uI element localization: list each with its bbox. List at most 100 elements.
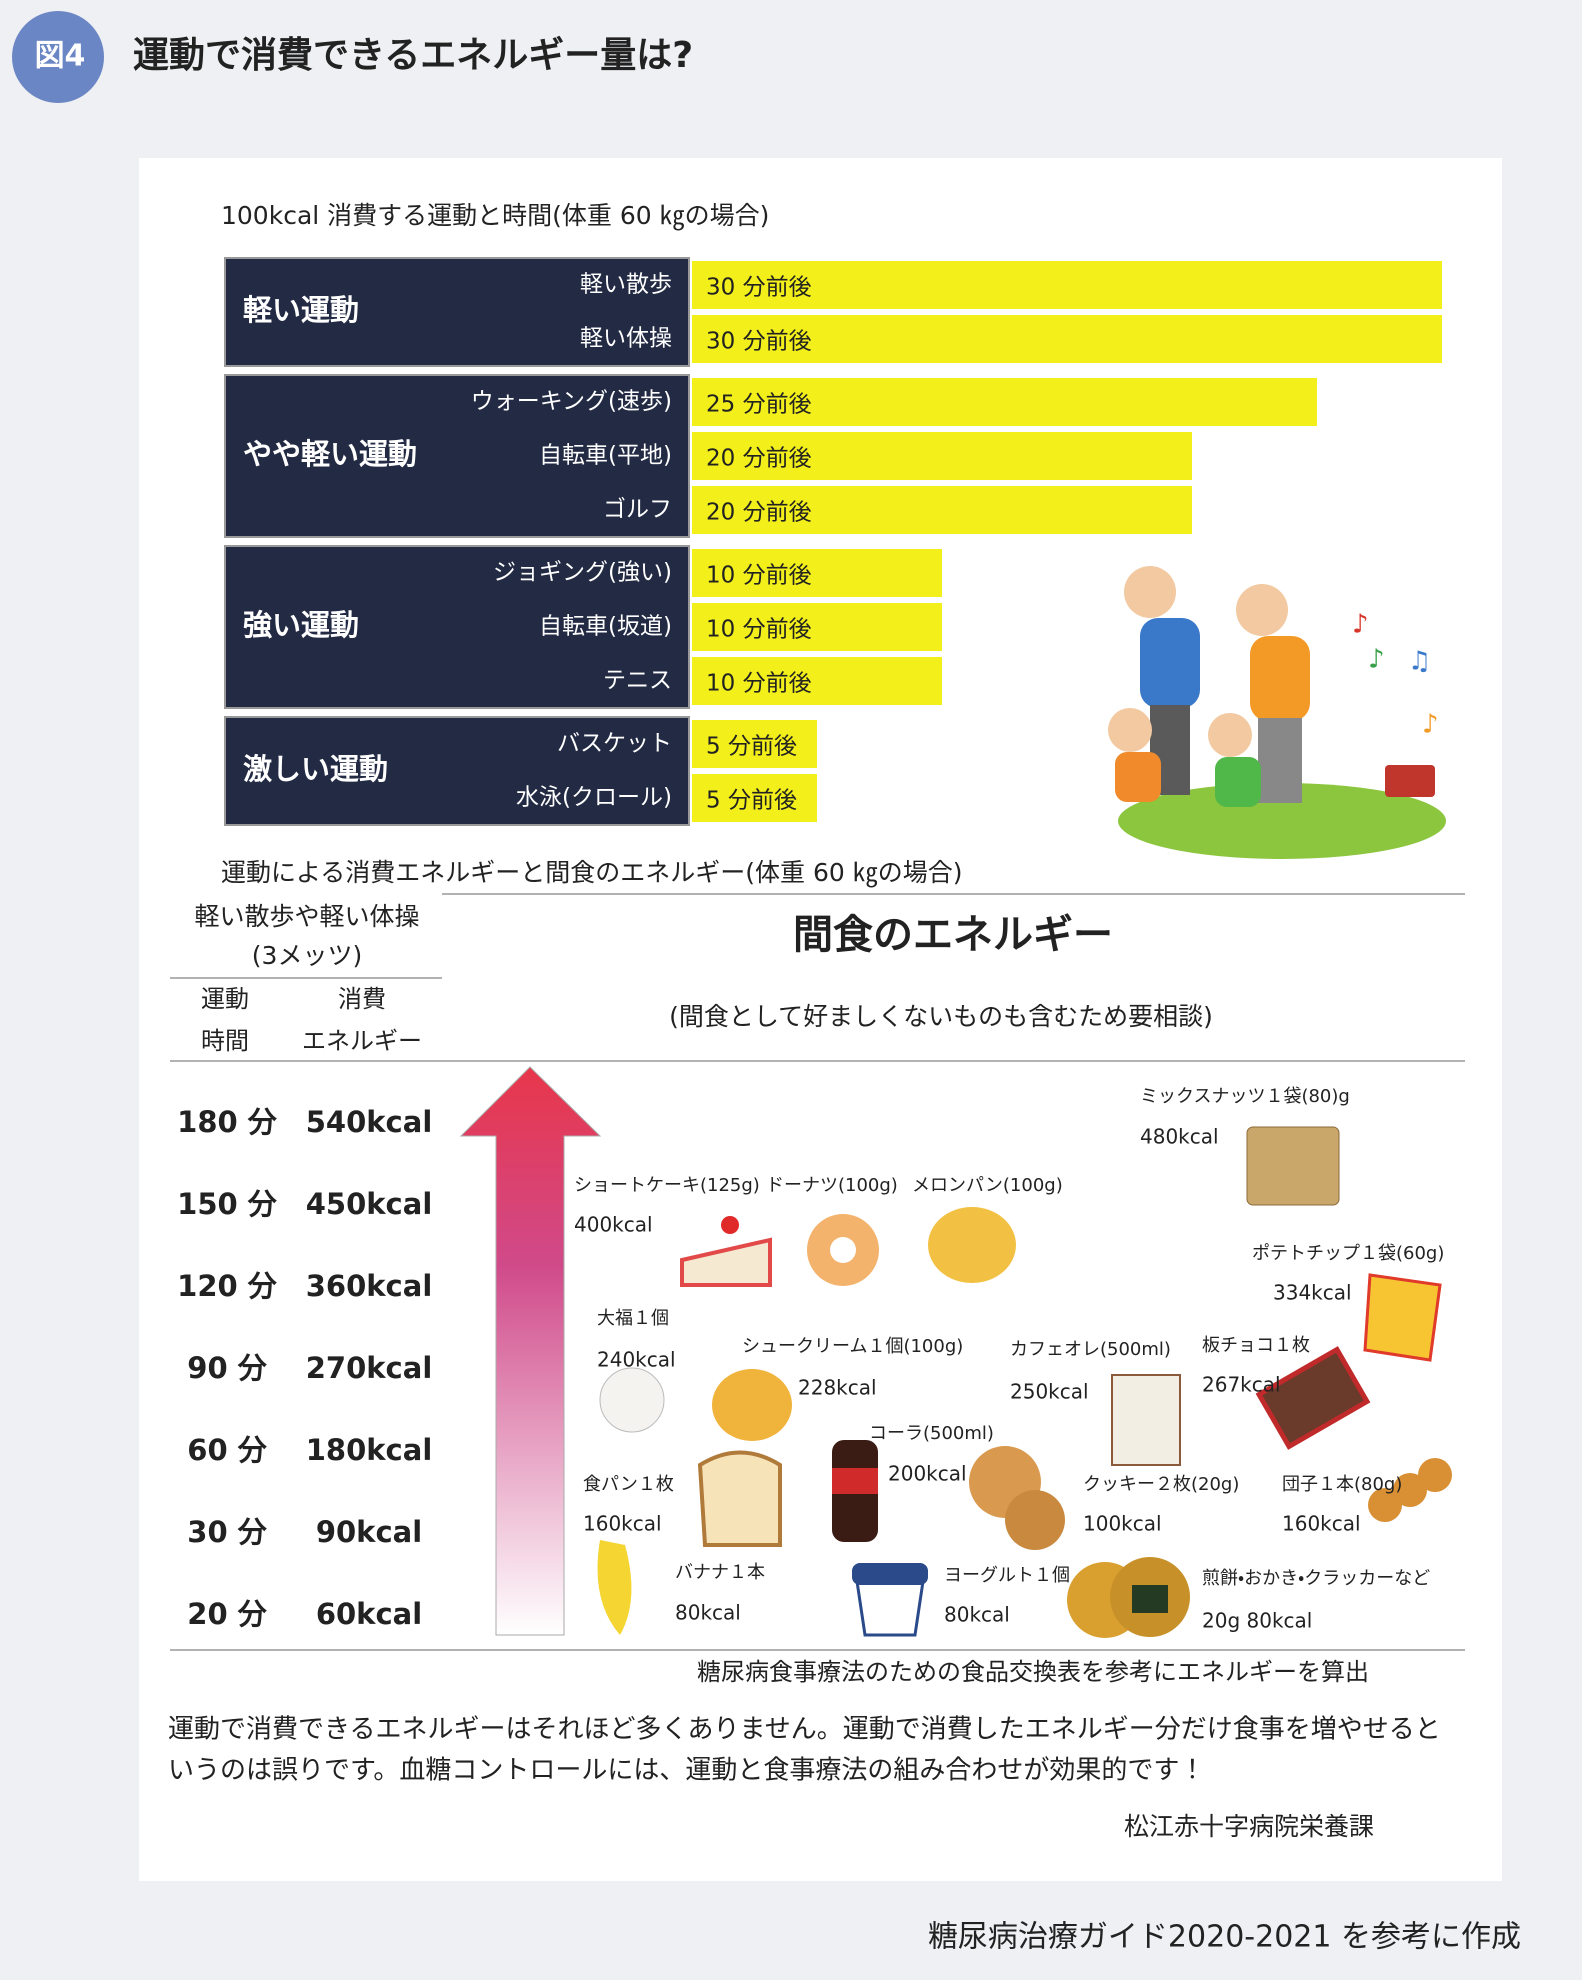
kcal-cell: 540kcal bbox=[306, 1105, 433, 1139]
group-label: 軽い運動 bbox=[243, 293, 359, 327]
snack-name: ヨーグルト１個 bbox=[944, 1565, 1070, 1586]
snack-kcal: 100kcal bbox=[1083, 1512, 1162, 1536]
bar-label: 5 分前後 bbox=[706, 788, 797, 814]
exercise-name: 軽い散歩 bbox=[580, 272, 672, 298]
kcal-cell: 360kcal bbox=[306, 1269, 433, 1303]
snack-name: ミックスナッツ１袋(80)g bbox=[1140, 1086, 1350, 1107]
bar-label: 10 分前後 bbox=[706, 617, 812, 643]
note: 糖尿病食事療法のための食品交換表を参考にエネルギーを算出 bbox=[697, 1658, 1369, 1686]
snack-name: コーラ(500ml) bbox=[869, 1423, 994, 1444]
snack-name: 煎餅・おかき・クラッカーなど bbox=[1202, 1568, 1430, 1589]
bar-label: 25 分前後 bbox=[706, 392, 812, 418]
snack-name: ショートケーキ(125g) bbox=[574, 1175, 760, 1196]
paragraph-line: いうのは誤りです。血糖コントロールには、運動と食事療法の組み合わせが効果的です！ bbox=[168, 1756, 1205, 1786]
snack-name: 食パン１枚 bbox=[583, 1474, 674, 1495]
snacks: ミックスナッツ１袋(80)g 480kcal ショートケーキ(125g) 400… bbox=[574, 1086, 1444, 1633]
group-label: 強い運動 bbox=[243, 608, 359, 642]
snack-kcal: 160kcal bbox=[583, 1512, 662, 1536]
energy-arrow bbox=[459, 1066, 602, 1636]
bar bbox=[692, 261, 1442, 309]
kcal-cell: 270kcal bbox=[306, 1351, 433, 1385]
snack-pictures bbox=[597, 1126, 1452, 1638]
snack-kcal: 334kcal bbox=[1273, 1281, 1352, 1305]
snack-kcal: 20g 80kcal bbox=[1202, 1609, 1312, 1633]
group-block bbox=[224, 545, 690, 709]
snack-name: ドーナツ(100g) bbox=[766, 1175, 898, 1196]
snack-kcal: 160kcal bbox=[1282, 1512, 1361, 1536]
exercise-name: 水泳(クロール) bbox=[516, 785, 672, 811]
snack-name: バナナ１本 bbox=[675, 1562, 765, 1583]
snack-kcal: 80kcal bbox=[675, 1601, 741, 1625]
bar-label: 30 分前後 bbox=[706, 275, 812, 301]
svg-text:♪: ♪ bbox=[1352, 610, 1369, 640]
time-cell: 120 分 bbox=[177, 1269, 278, 1303]
svg-text:♪: ♪ bbox=[1422, 710, 1439, 740]
group-block bbox=[224, 257, 690, 367]
paragraph-line: 運動で消費できるエネルギーはそれほど多くありません。運動で消費したエネルギー分だ… bbox=[168, 1715, 1441, 1745]
snack-kcal: 228kcal bbox=[798, 1376, 877, 1400]
title: 運動で消費できるエネルギー量は? bbox=[133, 35, 693, 76]
snack-kcal: 80kcal bbox=[944, 1603, 1010, 1627]
exercise-name: ジョギング(強い) bbox=[493, 560, 672, 586]
snack-kcal: 480kcal bbox=[1140, 1125, 1219, 1149]
bar bbox=[692, 486, 1192, 534]
snack-kcal: 267kcal bbox=[1202, 1373, 1281, 1397]
snack-kcal: 240kcal bbox=[597, 1348, 676, 1372]
time-cell: 30 分 bbox=[187, 1515, 267, 1549]
time-cell: 60 分 bbox=[187, 1433, 267, 1467]
bar bbox=[692, 657, 942, 705]
bar-label: 20 分前後 bbox=[706, 446, 812, 472]
col-header: エネルギー bbox=[302, 1027, 422, 1055]
family-illustration: ♪ ♪ ♫ ♪ bbox=[1108, 566, 1446, 859]
exercise-name: ウォーキング(速歩) bbox=[471, 389, 672, 415]
group-block bbox=[224, 716, 690, 826]
bar-label: 10 分前後 bbox=[706, 671, 812, 697]
svg-text:♪: ♪ bbox=[1368, 645, 1385, 675]
col-header: 運動 bbox=[201, 985, 249, 1013]
exercise-name: ゴルフ bbox=[603, 497, 672, 523]
exercise-name: 軽い体操 bbox=[580, 326, 672, 352]
time-cell: 180 分 bbox=[177, 1105, 278, 1139]
snack-kcal: 250kcal bbox=[1010, 1380, 1089, 1404]
table-title: (3メッツ) bbox=[252, 941, 362, 970]
bar bbox=[692, 774, 817, 822]
time-cell: 150 分 bbox=[177, 1187, 278, 1221]
group-label: やや軽い運動 bbox=[243, 437, 417, 471]
exercise-subtitle: 100kcal 消費する運動と時間(体重 60 ㎏の場合) bbox=[221, 201, 769, 231]
snack-name: シュークリーム１個(100g) bbox=[742, 1336, 963, 1357]
snack-name: ポテトチップ１袋(60g) bbox=[1252, 1243, 1444, 1264]
kcal-cell: 180kcal bbox=[306, 1433, 433, 1467]
exercise-name: 自転車(坂道) bbox=[539, 614, 672, 640]
time-cell: 20 分 bbox=[187, 1597, 267, 1631]
svg-text:♫: ♫ bbox=[1408, 647, 1431, 677]
snack-name: クッキー２枚(20g) bbox=[1083, 1474, 1239, 1495]
energy-subtitle: 運動による消費エネルギーと間食のエネルギー(体重 60 ㎏の場合) bbox=[221, 858, 962, 888]
snack-title: 間食のエネルギー bbox=[793, 912, 1113, 958]
snack-name: 板チョコ１枚 bbox=[1202, 1335, 1310, 1356]
time-cell: 90 分 bbox=[187, 1351, 267, 1385]
bar bbox=[692, 549, 942, 597]
group-block bbox=[224, 374, 690, 538]
exercise-name: テニス bbox=[603, 668, 672, 694]
energy-table: 180 分 540kcal 150 分 450kcal 120 分 360kcal 90 分… bbox=[177, 1105, 432, 1631]
kcal-cell: 450kcal bbox=[306, 1187, 433, 1221]
bar bbox=[692, 315, 1442, 363]
snack-name: カフェオレ(500ml) bbox=[1010, 1339, 1171, 1360]
badge-circle bbox=[12, 11, 104, 103]
exercise-name: 自転車(平地) bbox=[539, 443, 672, 469]
snack-kcal: 400kcal bbox=[574, 1213, 653, 1237]
snack-name: メロンパン(100g) bbox=[912, 1175, 1063, 1196]
bar-label: 10 分前後 bbox=[706, 563, 812, 589]
col-header: 時間 bbox=[201, 1027, 249, 1055]
table-title: 軽い散歩や軽い体操 bbox=[194, 902, 419, 931]
bar bbox=[692, 378, 1317, 426]
bar-label: 30 分前後 bbox=[706, 329, 812, 355]
exercise-name: バスケット bbox=[557, 731, 672, 757]
kcal-cell: 60kcal bbox=[316, 1597, 422, 1631]
kcal-cell: 90kcal bbox=[316, 1515, 422, 1549]
bar bbox=[692, 603, 942, 651]
snack-subtitle: (間食として好ましくないものも含むため要相談) bbox=[669, 1002, 1213, 1031]
